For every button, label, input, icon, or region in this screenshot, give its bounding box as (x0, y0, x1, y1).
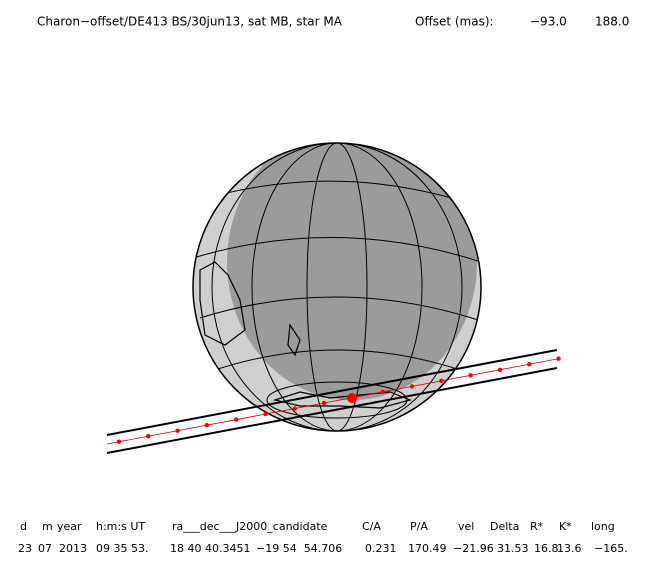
coastline (199, 261, 246, 346)
shadow-path (106, 349, 561, 454)
column-header: C/A (362, 520, 381, 533)
path-edge (106, 349, 558, 436)
offset-value: −93.0 (530, 15, 567, 29)
path-dot (468, 373, 473, 378)
cell: 23 (18, 542, 32, 555)
graticule (193, 143, 481, 431)
column-header: vel (458, 520, 474, 533)
path-dot (204, 422, 210, 428)
title: Charon−offset/DE413 BS/30jun13, sat MB, … (37, 15, 343, 29)
cell: 09 35 53. (96, 542, 148, 555)
path-dot (409, 384, 415, 389)
globe-night (227, 143, 477, 400)
cell: 31.53 (497, 542, 529, 555)
center-line (106, 358, 558, 445)
cell: 13.6 (557, 542, 582, 555)
column-header: R* (530, 520, 544, 533)
path-dot (380, 389, 385, 395)
globe (192, 142, 482, 432)
cell: 2013 (59, 542, 87, 555)
path-dot (263, 411, 268, 417)
column-header: m (42, 520, 53, 533)
column-header: ra___dec___J2000_candidate (172, 520, 328, 533)
column-header: P/A (410, 520, 428, 533)
path-dot (116, 439, 122, 444)
coastline (287, 323, 301, 357)
path-dot (321, 400, 327, 406)
globe-limb (192, 142, 482, 432)
cell: 170.49 (408, 542, 447, 555)
column-header: h:m:s UT (96, 520, 145, 533)
cell: −19 54 54.706 (256, 542, 342, 555)
column-header: long (591, 520, 615, 533)
path-dot (497, 367, 503, 372)
column-header: year (57, 520, 82, 533)
cell: −165. (594, 542, 628, 555)
path-dot (234, 417, 239, 422)
column-header: Delta (490, 520, 519, 533)
path-dot (527, 362, 532, 367)
column-header: d (20, 520, 27, 533)
cell: 0.231 (365, 542, 397, 555)
offset-value: 188.0 (595, 15, 629, 29)
path-dot (292, 406, 297, 411)
cell: 07 (38, 542, 52, 555)
cell: 16.8 (534, 542, 559, 555)
column-header: K* (559, 520, 572, 533)
path-dot (146, 433, 151, 439)
path-dot (439, 378, 444, 384)
closest-approach (347, 393, 357, 403)
path-edge (106, 367, 558, 454)
offset-label: Offset (mas): (415, 15, 494, 29)
cell: −21.96 (453, 542, 494, 555)
path-dot (556, 356, 561, 361)
path-dot (175, 428, 180, 433)
cell: 18 40 40.3451 (170, 542, 250, 555)
